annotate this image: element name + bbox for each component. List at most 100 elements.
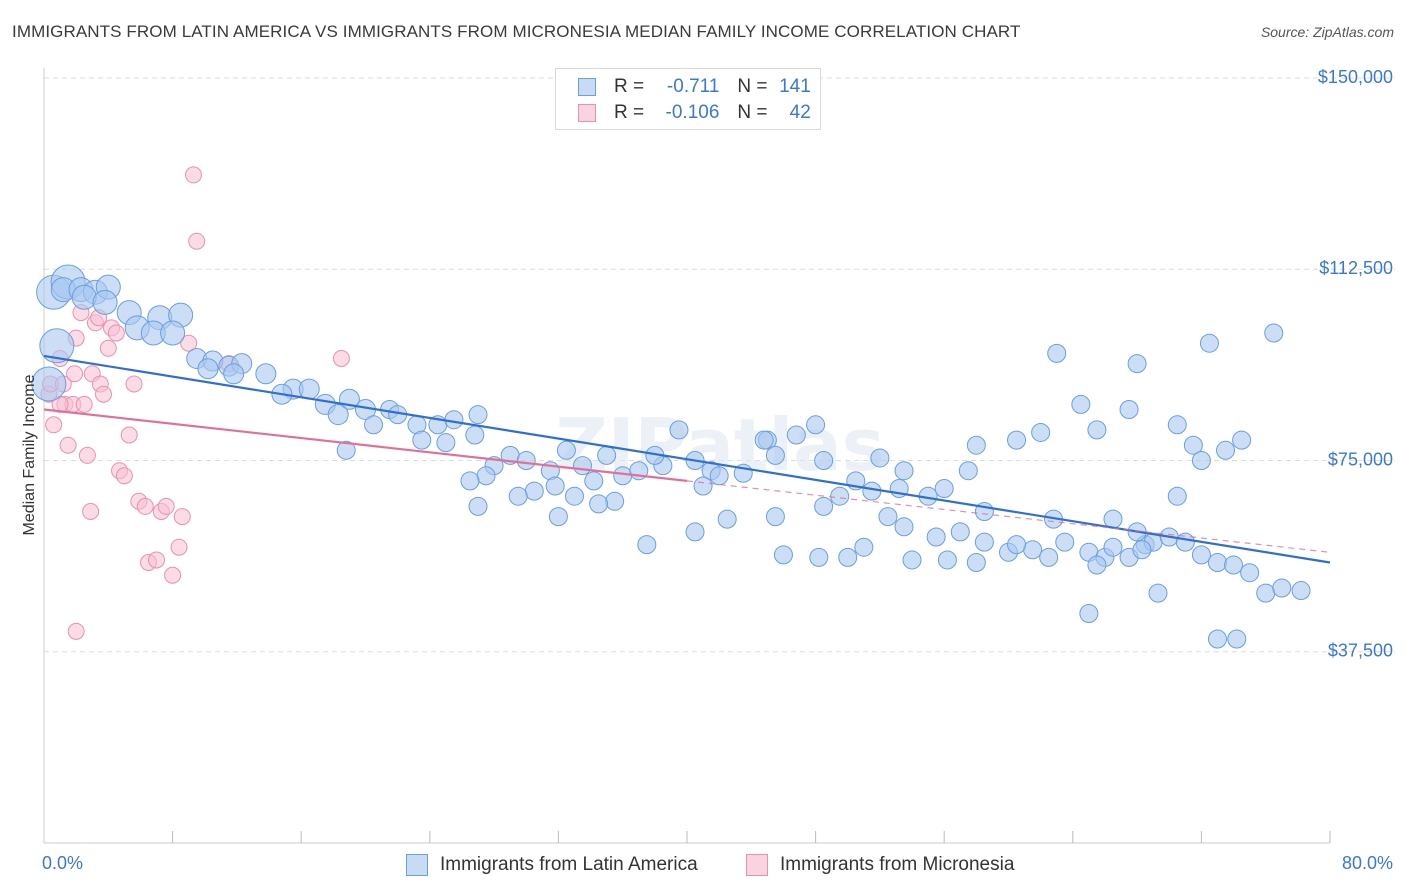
data-point bbox=[336, 440, 356, 460]
data-point bbox=[974, 532, 994, 552]
legend-row-micronesia: R = -0.106 N = 42 bbox=[578, 100, 811, 126]
data-point bbox=[67, 622, 85, 640]
data-point bbox=[894, 517, 914, 537]
data-point bbox=[786, 425, 806, 445]
data-point bbox=[1199, 333, 1219, 353]
legend-swatch-pink bbox=[578, 104, 596, 122]
latin-america-points bbox=[31, 264, 1311, 649]
data-point bbox=[197, 358, 219, 380]
micronesia-trend-line bbox=[43, 408, 688, 482]
data-point bbox=[1207, 629, 1227, 649]
chart-title: IMMIGRANTS FROM LATIN AMERICA VS IMMIGRA… bbox=[12, 22, 1021, 41]
data-point bbox=[966, 553, 986, 572]
data-point bbox=[548, 507, 568, 527]
r-value: -0.711 bbox=[666, 76, 720, 97]
data-point bbox=[1224, 555, 1244, 575]
data-point bbox=[754, 430, 774, 450]
data-point bbox=[508, 486, 528, 506]
micronesia-trend-extension bbox=[686, 480, 1331, 553]
legend-item-latin-america: Immigrants from Latin America bbox=[406, 850, 698, 880]
data-point bbox=[1132, 540, 1152, 560]
data-point bbox=[870, 448, 890, 468]
data-point bbox=[180, 334, 198, 352]
data-point bbox=[164, 566, 182, 584]
data-point bbox=[814, 451, 834, 470]
r-value: -0.106 bbox=[665, 102, 720, 123]
data-point bbox=[1023, 540, 1043, 560]
data-point bbox=[75, 395, 93, 413]
data-point bbox=[1103, 537, 1123, 557]
legend-label: Immigrants from Micronesia bbox=[780, 854, 1015, 875]
data-point bbox=[136, 497, 154, 515]
data-point bbox=[1087, 420, 1107, 440]
data-point bbox=[564, 486, 584, 506]
data-point bbox=[468, 496, 488, 516]
data-point bbox=[1071, 394, 1091, 414]
r-label: R = bbox=[614, 76, 645, 97]
data-point bbox=[327, 404, 349, 426]
data-point bbox=[78, 446, 96, 464]
data-point bbox=[184, 166, 202, 184]
data-point bbox=[934, 479, 954, 499]
data-point bbox=[1167, 486, 1187, 506]
source-label: Source: ZipAtlas.com bbox=[1260, 24, 1394, 40]
data-point bbox=[589, 494, 609, 514]
y-tick-label: $37,500 bbox=[1328, 641, 1393, 661]
n-value: 141 bbox=[779, 76, 811, 97]
r-label: R = bbox=[614, 102, 645, 123]
micronesia-points bbox=[40, 166, 350, 640]
legend-row-latin-america: R = -0.711 N = 141 bbox=[578, 74, 811, 100]
data-point bbox=[173, 508, 191, 526]
y-tick-label: $75,000 bbox=[1328, 449, 1393, 469]
data-point bbox=[468, 405, 488, 425]
data-point bbox=[1207, 553, 1227, 572]
axes bbox=[43, 68, 1331, 844]
data-point bbox=[937, 550, 957, 570]
data-point bbox=[460, 471, 480, 491]
data-point bbox=[1103, 509, 1123, 529]
legend-label: Immigrants from Latin America bbox=[440, 854, 698, 875]
data-point bbox=[125, 375, 143, 393]
data-point bbox=[894, 461, 914, 481]
data-point bbox=[223, 363, 245, 385]
data-point bbox=[45, 416, 63, 434]
data-point bbox=[1087, 555, 1107, 575]
data-point bbox=[1183, 435, 1203, 455]
data-point bbox=[1007, 430, 1027, 450]
data-point bbox=[1264, 323, 1284, 343]
data-point bbox=[613, 466, 633, 486]
data-point bbox=[160, 320, 186, 346]
data-point bbox=[82, 503, 100, 520]
gridlines bbox=[44, 77, 1395, 653]
n-label: N = bbox=[737, 76, 768, 97]
data-point bbox=[71, 284, 97, 310]
data-point bbox=[838, 547, 858, 567]
data-point bbox=[809, 547, 829, 567]
data-point bbox=[854, 537, 874, 557]
data-point bbox=[773, 545, 793, 565]
y-axis-title: Median Family Income bbox=[21, 374, 38, 536]
data-point bbox=[765, 507, 785, 527]
data-point bbox=[31, 366, 67, 402]
data-point bbox=[637, 535, 657, 555]
n-label: N = bbox=[737, 102, 768, 123]
data-point bbox=[1119, 400, 1139, 419]
trend-lines bbox=[43, 354, 1331, 564]
data-point bbox=[830, 486, 850, 506]
data-point bbox=[298, 378, 320, 400]
data-point bbox=[1256, 583, 1276, 603]
n-value: 42 bbox=[789, 102, 811, 123]
data-point bbox=[717, 509, 737, 529]
data-point bbox=[814, 496, 834, 516]
data-point bbox=[584, 471, 604, 491]
series-legend: Immigrants from Latin America Immigrants… bbox=[0, 850, 1406, 880]
correlation-legend: R = -0.711 N = 141 R = -0.106 N = 42 bbox=[555, 68, 821, 130]
data-point bbox=[556, 440, 576, 460]
data-point bbox=[878, 507, 898, 527]
tick-labels: $37,500 $75,000 $112,500 $150,000 0.0% 80.0% bbox=[42, 67, 1393, 873]
data-point bbox=[39, 328, 75, 364]
legend-swatch-pink bbox=[746, 854, 768, 876]
data-point bbox=[902, 550, 922, 570]
data-point bbox=[597, 445, 617, 465]
data-point bbox=[92, 289, 118, 315]
